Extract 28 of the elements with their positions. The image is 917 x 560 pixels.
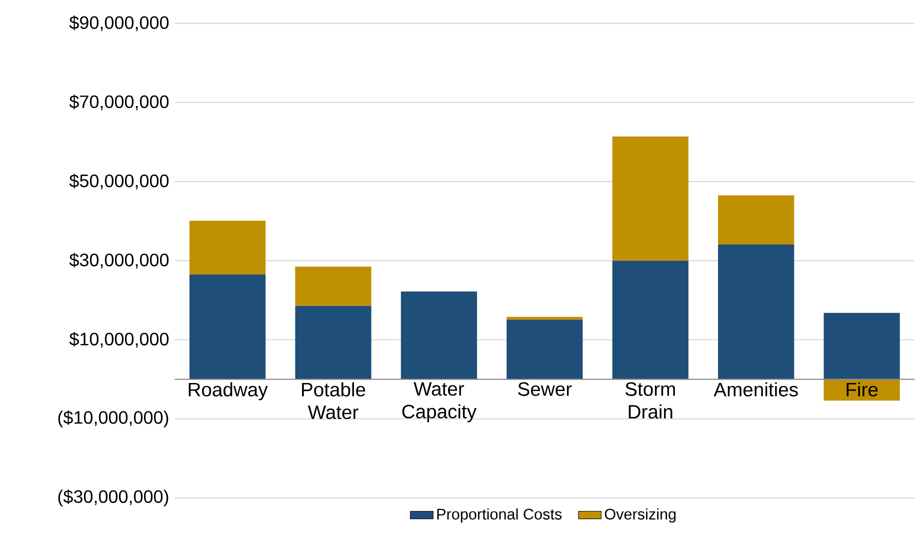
bar	[612, 260, 688, 380]
y-tick-label: $30,000,000	[69, 252, 169, 268]
bar	[506, 320, 583, 380]
y-tick-label: $50,000,000	[69, 174, 169, 190]
y-tick-label: ($10,000,000)	[58, 410, 168, 428]
bar	[612, 136, 688, 261]
bar	[189, 220, 266, 275]
legend-label: Proportional Costs	[437, 508, 562, 523]
x-tick-label: Water Capacity	[402, 382, 477, 422]
y-tick-label: ($30,000,000)	[58, 489, 168, 507]
bar	[824, 312, 900, 380]
x-tick-label: Fire	[846, 382, 878, 396]
x-tick-label: Amenities	[714, 382, 798, 396]
y-tick-label: $10,000,000	[69, 332, 169, 348]
x-tick-label: Sewer	[518, 382, 572, 396]
x-tick-label: Roadway	[188, 382, 268, 400]
bar	[189, 274, 266, 380]
y-tick-label: $70,000,000	[69, 94, 169, 110]
bar	[718, 195, 794, 244]
bar	[295, 266, 372, 306]
legend-label: Oversizing	[604, 508, 676, 523]
bar	[506, 316, 583, 320]
y-tick-label: $90,000,000	[69, 16, 169, 32]
bar	[400, 292, 478, 380]
bar	[718, 244, 794, 380]
x-tick-label: Storm Drain	[625, 382, 675, 419]
bar	[295, 306, 372, 380]
x-tick-label: Potable Water	[302, 382, 366, 420]
